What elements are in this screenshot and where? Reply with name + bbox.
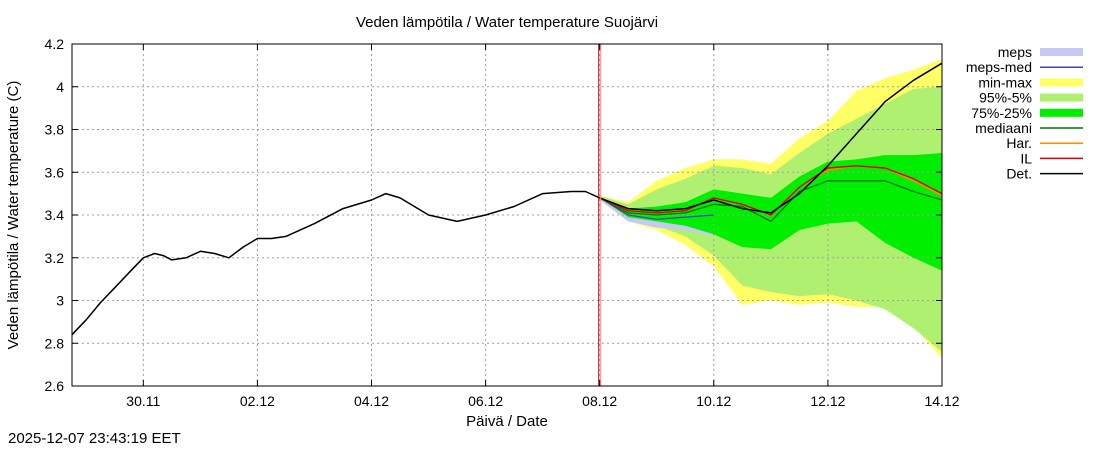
y-tick-label: 3: [56, 293, 64, 309]
x-tick-label: 10.12: [696, 393, 731, 409]
legend-swatch: [1040, 93, 1083, 102]
x-tick-label: 08.12: [582, 393, 617, 409]
y-axis-label: Veden lämpötila / Water temperature (C): [5, 81, 22, 350]
legend-label: mediaani: [975, 120, 1032, 136]
series-observed: [71, 190, 601, 336]
y-tick-label: 2.6: [45, 378, 65, 394]
series-meps_med: [599, 197, 714, 220]
x-axis-ticks: 30.11 02.12 04.12 06.12 08.12 10.12 12.12 14.12: [126, 44, 960, 409]
legend-label: meps-med: [966, 59, 1032, 75]
x-tick-label: 30.11: [126, 393, 160, 409]
band-75-25: [599, 153, 942, 271]
x-tick-label: 02.12: [240, 393, 275, 409]
y-tick-label: 3.4: [45, 207, 65, 223]
timestamp: 2025-12-07 23:43:19 EET: [8, 430, 181, 447]
series-det: [599, 62, 943, 214]
y-tick-label: 3.8: [45, 122, 65, 138]
y-tick-label: 4: [56, 79, 64, 95]
legend-label: meps: [998, 44, 1032, 60]
legend-label: min-max: [978, 74, 1032, 90]
y-tick-label: 2.8: [45, 335, 65, 351]
series-il: [599, 165, 943, 216]
legend-label: 95%-5%: [979, 90, 1032, 106]
legend-swatch: [1040, 78, 1083, 87]
legend-label: Har.: [1006, 135, 1032, 151]
x-tick-label: 14.12: [924, 393, 959, 409]
chart-title: Veden lämpötila / Water temperature Suoj…: [356, 14, 658, 31]
y-axis-ticks: 2.6 2.8 3 3.2 3.4 3.6 3.8 4 4.2: [45, 36, 942, 394]
legend-label: IL: [1020, 150, 1032, 166]
series-mediaani: [599, 180, 943, 223]
x-tick-label: 04.12: [354, 393, 389, 409]
y-tick-label: 4.2: [45, 36, 65, 52]
legend-swatch: [1040, 48, 1083, 56]
x-tick-label: 06.12: [468, 393, 503, 409]
legend-label: Det.: [1006, 166, 1032, 182]
x-tick-label: 12.12: [810, 393, 845, 409]
y-tick-label: 3.2: [45, 250, 65, 266]
series-lines: [71, 44, 943, 386]
legend: mepsmeps-medmin-max95%-5%75%-25%mediaani…: [966, 44, 1083, 182]
legend-label: 75%-25%: [971, 105, 1032, 121]
x-axis-label: Päivä / Date: [466, 413, 548, 430]
y-tick-label: 3.6: [45, 164, 65, 180]
legend-swatch: [1040, 108, 1083, 117]
forecast-bands: [599, 59, 942, 359]
